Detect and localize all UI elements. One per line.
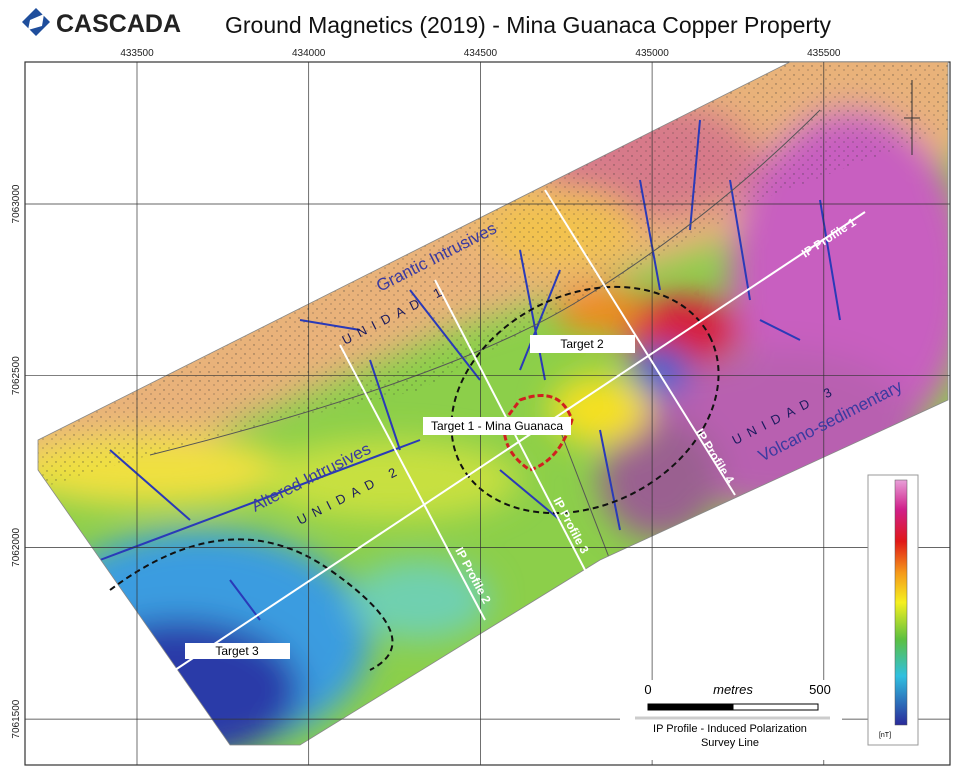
x-coordinate-label: 434500 [464,48,498,59]
y-coordinate-label: 7063000 [11,184,22,223]
target-label: Target 2 [560,337,604,351]
colorbar-unit: [nT] [879,732,891,739]
target-label: Target 1 - Mina Guanaca [431,419,563,433]
logo-text: CASCADA [56,10,181,38]
target-box [530,335,635,353]
legend-text: Survey Line [701,737,759,749]
target-label: Target 3 [215,644,259,658]
target-box [423,417,571,435]
coordinate-grid: 433500 434000 434500 435000 435500 7063000 706… [11,48,950,765]
target-outlines [109,285,720,671]
target-box [185,643,290,659]
logo: CASCADA [22,8,181,38]
x-coordinate-label: 434000 [292,48,326,59]
scale-end: 500 [809,682,831,697]
title: Ground Magnetics (2019) - Mina Guanaca C… [225,12,831,38]
scale-start: 0 [644,682,651,697]
y-coordinate-label: 7061500 [11,699,22,738]
scale-bar [647,703,734,711]
logo-mark-wave [28,14,44,30]
legend-box [620,680,842,760]
x-coordinate-label: 435000 [635,48,669,59]
scale-bar [732,703,819,711]
x-coordinate-label: 435500 [807,48,841,59]
y-coordinate-label: 7062500 [11,356,22,395]
legend-text: IP Profile - Induced Polarization [653,723,807,735]
ip-profiles [159,189,866,681]
colorbar [894,479,908,726]
north-arrow [904,80,920,155]
y-coordinate-label: 7062000 [11,527,22,566]
x-coordinate-label: 433500 [120,48,154,59]
colorbar-box [867,474,919,746]
scale-unit: metres [713,682,753,697]
